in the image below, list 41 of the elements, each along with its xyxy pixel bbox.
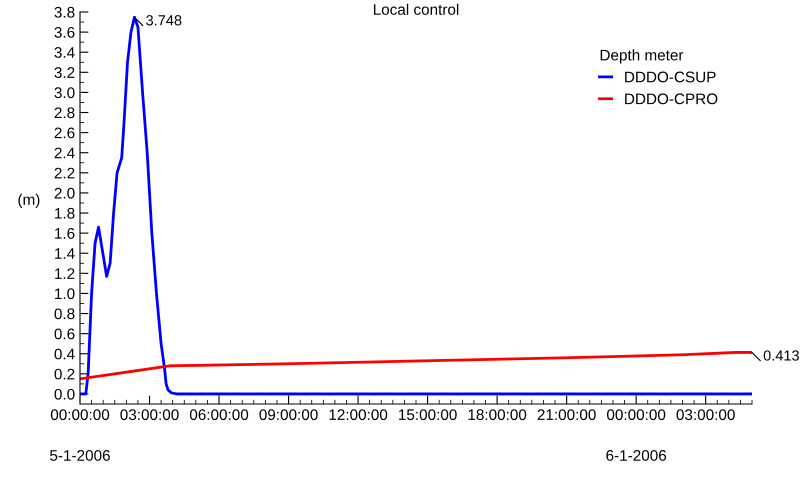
line-series <box>80 351 752 380</box>
y-tick-label: 0.2 <box>54 368 74 380</box>
y-tick-label: 0.6 <box>54 328 74 340</box>
y-tick-label: 2.6 <box>54 127 74 138</box>
x-tick-label: 15:00:00 <box>399 409 457 420</box>
x-tick-label: 21:00:00 <box>538 409 596 420</box>
x-tick-label: 06:00:00 <box>190 409 248 420</box>
y-tick-label: 0.4 <box>54 348 75 360</box>
x-tick-label: 03:00:00 <box>676 409 735 420</box>
legend-title: Depth meter <box>600 49 684 64</box>
x-tick-label: 09:00:00 <box>259 409 318 420</box>
y-tick-label: 1.8 <box>55 208 74 219</box>
y-tick-label: 0.0 <box>54 388 75 400</box>
y-tick-label: 2.8 <box>54 107 74 118</box>
y-tick-label: 2.0 <box>54 188 75 199</box>
legend-label: DDDO-CPRO <box>625 93 718 104</box>
y-tick-label: 3.8 <box>54 6 74 18</box>
y-tick-label: 2.4 <box>54 148 75 158</box>
y-tick-label: 3.6 <box>54 26 74 38</box>
x-tick-label: 12:00:00 <box>330 409 388 420</box>
legend-label: DDDO-CSUP <box>625 72 716 82</box>
y-tick-label: 1.2 <box>55 268 74 279</box>
text: 6-1-2006 <box>606 450 666 461</box>
y-tick-label: 1.4 <box>55 248 75 259</box>
x-tick-label: 18:00:00 <box>468 409 526 420</box>
y-tick-label: 3.2 <box>54 67 74 78</box>
text: 5-1-2006 <box>50 450 110 461</box>
chart-title: Local control <box>374 4 458 15</box>
y-axis-title: (m) <box>18 194 40 208</box>
y-tick-label: 0.8 <box>54 308 74 320</box>
x-tick-label: 03:00:00 <box>120 409 179 420</box>
line-series <box>80 16 752 396</box>
y-tick-label: 1.0 <box>55 288 75 300</box>
y-tick-label: 1.6 <box>55 228 74 239</box>
x-tick-label: 00:00:00 <box>607 409 666 420</box>
annotation: 3.748 <box>146 15 182 26</box>
annotation: 0.413 <box>764 350 799 361</box>
x-tick-label: 00:00:00 <box>50 409 110 420</box>
y-tick-label: 3.0 <box>54 87 75 98</box>
y-tick-label: 3.4 <box>54 47 75 58</box>
y-tick-label: 2.2 <box>54 168 74 178</box>
